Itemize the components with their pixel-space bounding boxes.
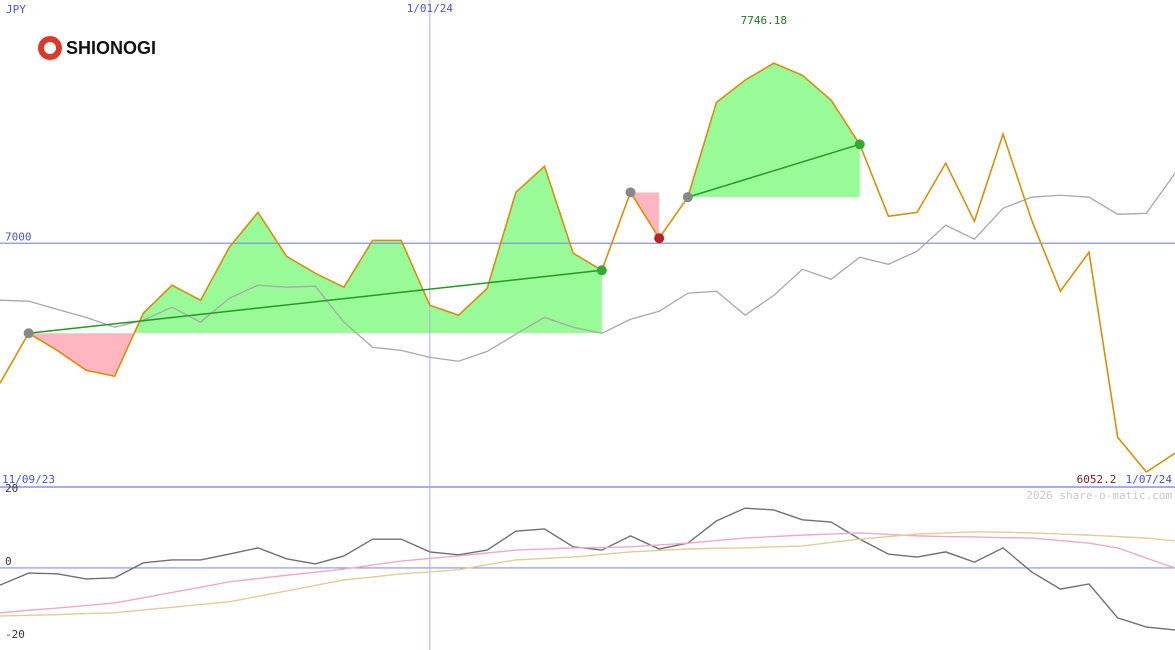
gain-area bbox=[687, 63, 860, 198]
price-line bbox=[0, 62, 1175, 474]
logo-text: SHIONOGI bbox=[66, 38, 156, 58]
watermark: 2026 share-o-matic.com bbox=[1026, 489, 1172, 502]
trade-line bbox=[687, 143, 860, 198]
y-tick-label: 7000 bbox=[5, 230, 32, 243]
logo: SHIONOGI bbox=[38, 36, 156, 60]
trade-entry bbox=[682, 192, 693, 203]
lower-tick-label: 0 bbox=[5, 555, 12, 568]
logo-icon-inner bbox=[44, 42, 56, 54]
trade-exit bbox=[596, 265, 607, 276]
date-start: 11/09/23 bbox=[2, 473, 55, 486]
lower-tick-label: 20 bbox=[5, 482, 18, 495]
trade-exit bbox=[654, 233, 665, 244]
average-line bbox=[0, 172, 1175, 362]
trade-entry bbox=[625, 187, 636, 198]
indicator-line bbox=[0, 507, 1175, 631]
trade-entry bbox=[23, 328, 34, 339]
trade-line bbox=[28, 269, 602, 335]
date-marker-label: 1/01/24 bbox=[407, 2, 454, 15]
loss-area bbox=[28, 333, 602, 377]
trade-fills bbox=[28, 63, 860, 377]
indicator-line bbox=[0, 532, 1175, 614]
gain-area bbox=[28, 166, 602, 334]
indicator-line bbox=[0, 531, 1175, 617]
date-end: 1/07/24 bbox=[1126, 473, 1173, 486]
max-label: 7746.18 bbox=[741, 14, 787, 27]
min-label: 6052.2 bbox=[1077, 473, 1117, 486]
lower-tick-label: -20 bbox=[5, 628, 25, 641]
trade-exit bbox=[854, 139, 865, 150]
currency: JPY bbox=[6, 3, 26, 16]
